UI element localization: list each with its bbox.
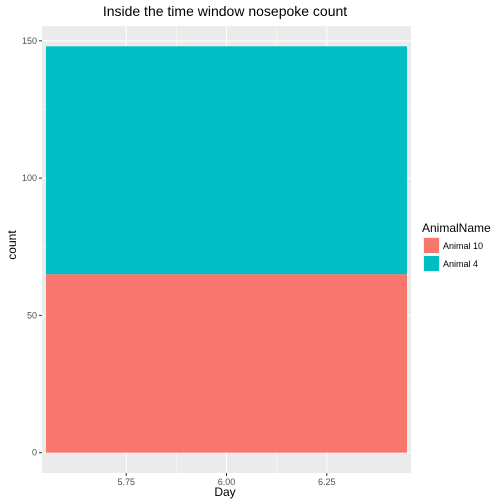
x-tick-label: 6.25 [318, 477, 336, 487]
bar-segment-animal-4 [46, 46, 407, 275]
bar-segments [46, 46, 407, 453]
y-tick-label: 150 [22, 36, 37, 46]
legend-label: Animal 10 [443, 241, 483, 251]
legend: AnimalName Animal 10 Animal 4 [422, 221, 491, 272]
x-axis-ticks: 5.75 6.00 6.25 [117, 473, 336, 487]
y-tick-label: 0 [32, 448, 37, 458]
legend-key-animal-4 [424, 256, 439, 271]
y-axis-ticks: 0 50 100 150 [22, 36, 42, 458]
legend-title: AnimalName [422, 221, 491, 235]
y-tick-label: 100 [22, 173, 37, 183]
y-tick-label: 50 [27, 310, 37, 320]
legend-items: Animal 10 Animal 4 [423, 237, 483, 272]
x-tick-label: 5.75 [117, 477, 135, 487]
chart-title: Inside the time window nosepoke count [103, 3, 347, 19]
x-axis-title: Day [214, 485, 235, 499]
legend-key-animal-10 [424, 238, 439, 253]
bar-segment-animal-10 [46, 274, 407, 453]
y-axis-title: count [5, 230, 19, 260]
legend-label: Animal 4 [443, 259, 478, 269]
x-tick-label: 6.00 [218, 477, 236, 487]
